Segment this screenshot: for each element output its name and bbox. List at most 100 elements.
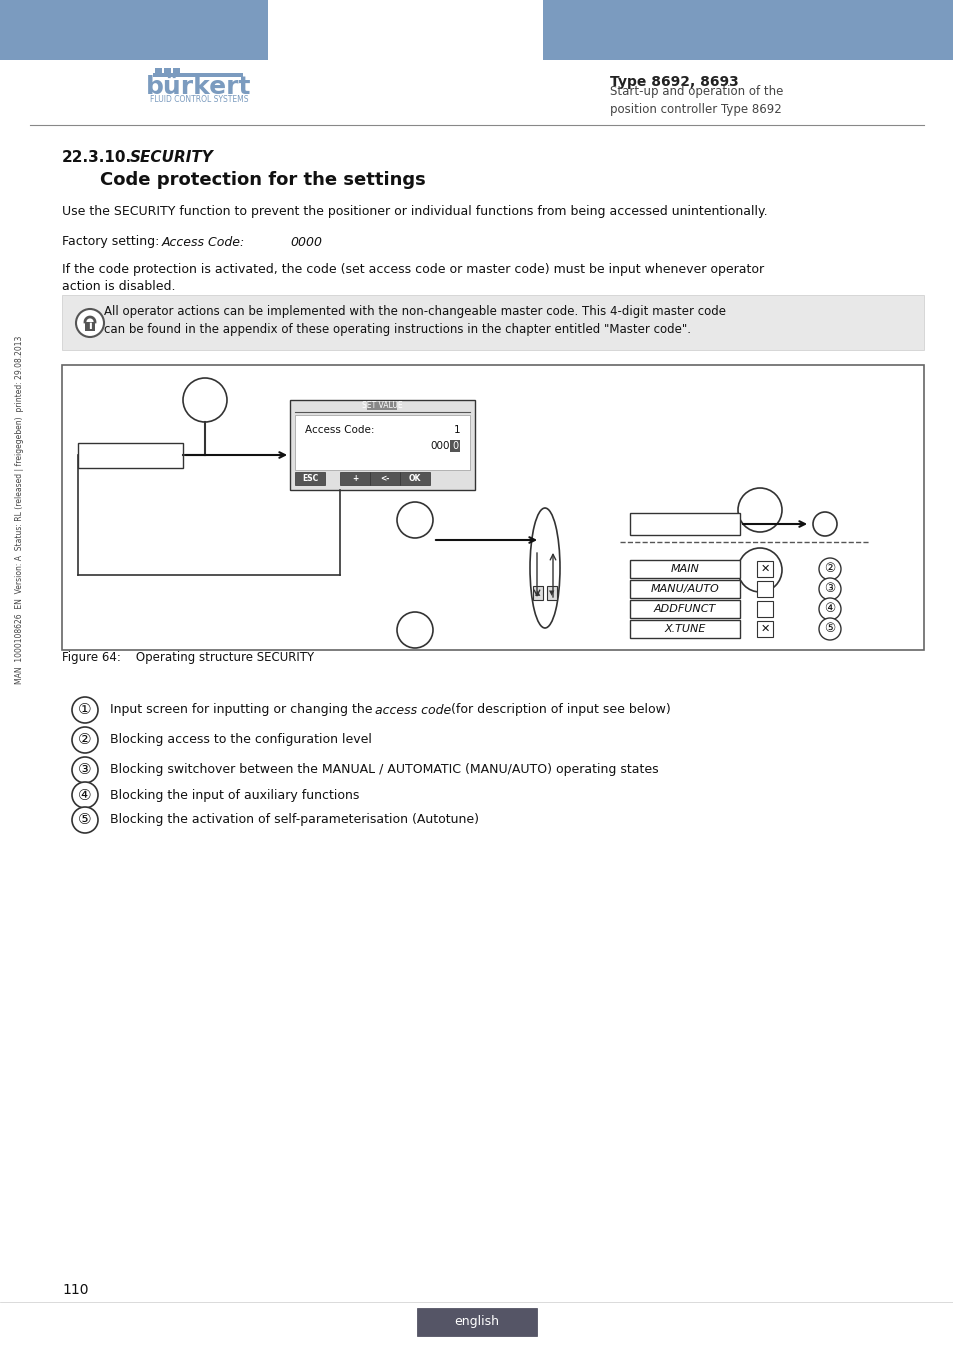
FancyArrowPatch shape bbox=[534, 552, 539, 595]
Text: ENTER: ENTER bbox=[185, 396, 225, 405]
Text: ②: ② bbox=[78, 733, 91, 748]
Circle shape bbox=[396, 502, 433, 539]
Text: access code: access code bbox=[375, 703, 451, 717]
Bar bbox=[152, 73, 243, 77]
Circle shape bbox=[812, 512, 836, 536]
Text: MAN  1000108626  EN  Version: A  Status: RL (released | freigegeben)  printed: 2: MAN 1000108626 EN Version: A Status: RL … bbox=[15, 336, 25, 684]
Circle shape bbox=[183, 378, 227, 423]
Circle shape bbox=[818, 578, 841, 599]
FancyArrowPatch shape bbox=[550, 555, 556, 597]
Text: FLUID CONTROL SYSTEMS: FLUID CONTROL SYSTEMS bbox=[150, 95, 248, 104]
Bar bbox=[757, 562, 772, 576]
Bar bbox=[164, 68, 171, 73]
Bar bbox=[757, 580, 772, 597]
Text: Input screen for inputting or changing the: Input screen for inputting or changing t… bbox=[110, 703, 376, 717]
Text: SET VALUE: SET VALUE bbox=[362, 401, 402, 410]
Bar bbox=[294, 414, 470, 470]
Circle shape bbox=[71, 728, 98, 753]
Bar bbox=[62, 296, 923, 350]
Text: 1: 1 bbox=[454, 425, 460, 435]
Circle shape bbox=[818, 598, 841, 620]
Circle shape bbox=[71, 782, 98, 809]
Bar bbox=[339, 472, 370, 485]
Text: action is disabled.: action is disabled. bbox=[62, 279, 175, 293]
Text: ⑤: ⑤ bbox=[78, 813, 91, 828]
Bar bbox=[416, 1308, 537, 1336]
Text: Access Code:: Access Code: bbox=[162, 235, 245, 248]
Bar bbox=[367, 402, 396, 410]
Circle shape bbox=[76, 309, 104, 338]
Bar bbox=[450, 440, 459, 452]
Text: ▲: ▲ bbox=[535, 590, 540, 595]
Text: SECURITY: SECURITY bbox=[103, 451, 157, 460]
Text: Blocking the activation of self-parameterisation (Autotune): Blocking the activation of self-paramete… bbox=[110, 814, 478, 826]
Circle shape bbox=[738, 487, 781, 532]
Circle shape bbox=[71, 697, 98, 724]
Bar bbox=[542, 0, 953, 59]
Text: Blocking access to the configuration level: Blocking access to the configuration lev… bbox=[110, 733, 372, 747]
Bar bbox=[546, 586, 557, 599]
Text: ④: ④ bbox=[823, 602, 835, 616]
Text: english: english bbox=[454, 1315, 499, 1328]
Text: +: + bbox=[352, 474, 357, 483]
Bar bbox=[0, 0, 268, 59]
Text: <-: <- bbox=[380, 474, 389, 483]
Text: (for description of input see below): (for description of input see below) bbox=[447, 703, 670, 717]
Circle shape bbox=[818, 558, 841, 580]
Bar bbox=[62, 364, 923, 649]
Text: 0000: 0000 bbox=[290, 235, 322, 248]
Text: Code protection for the settings: Code protection for the settings bbox=[100, 171, 425, 189]
Text: CODE: CODE bbox=[666, 517, 702, 531]
Bar bbox=[629, 620, 740, 639]
Text: Factory setting:: Factory setting: bbox=[62, 235, 163, 248]
Text: can be found in the appendix of these operating instructions in the chapter enti: can be found in the appendix of these op… bbox=[104, 324, 690, 336]
Text: ①: ① bbox=[819, 517, 830, 531]
Text: ②: ② bbox=[823, 563, 835, 575]
Circle shape bbox=[396, 612, 433, 648]
Text: OK: OK bbox=[409, 474, 420, 483]
Text: ✕: ✕ bbox=[760, 624, 769, 634]
Bar bbox=[757, 621, 772, 637]
Text: 0: 0 bbox=[452, 441, 457, 451]
Text: Figure 64:    Operating structure SECURITY: Figure 64: Operating structure SECURITY bbox=[62, 652, 314, 664]
Text: MANU/AUTO: MANU/AUTO bbox=[650, 585, 719, 594]
Text: 22.3.10.: 22.3.10. bbox=[62, 150, 132, 166]
Text: 110: 110 bbox=[62, 1282, 89, 1297]
Bar bbox=[629, 513, 740, 535]
Text: X.TUNE: X.TUNE bbox=[663, 624, 705, 634]
Text: bürkert: bürkert bbox=[146, 76, 252, 99]
Bar bbox=[757, 601, 772, 617]
Text: EXIT: EXIT bbox=[400, 625, 429, 634]
Text: OK: OK bbox=[406, 514, 423, 525]
Text: MAIN: MAIN bbox=[670, 564, 699, 574]
Bar bbox=[629, 560, 740, 578]
Text: If the code protection is activated, the code (set access code or master code) m: If the code protection is activated, the… bbox=[62, 263, 763, 277]
Text: Blocking switchover between the MANUAL / AUTOMATIC (MANU/AUTO) operating states: Blocking switchover between the MANUAL /… bbox=[110, 764, 658, 776]
Bar bbox=[533, 586, 542, 599]
Text: INPUT: INPUT bbox=[740, 505, 779, 514]
Text: ③: ③ bbox=[823, 582, 835, 595]
Bar bbox=[78, 443, 183, 468]
Bar bbox=[85, 323, 95, 331]
Text: Type 8692, 8693: Type 8692, 8693 bbox=[609, 76, 738, 89]
Text: ESC: ESC bbox=[301, 474, 317, 483]
Circle shape bbox=[71, 757, 98, 783]
Circle shape bbox=[738, 548, 781, 593]
Text: ①: ① bbox=[78, 702, 91, 717]
Bar bbox=[290, 400, 475, 490]
Text: ④: ④ bbox=[78, 787, 91, 802]
Bar bbox=[399, 472, 430, 485]
Text: Access Code:: Access Code: bbox=[305, 425, 375, 435]
Text: 000: 000 bbox=[430, 441, 449, 451]
Text: i: i bbox=[88, 321, 91, 331]
Circle shape bbox=[818, 618, 841, 640]
Circle shape bbox=[71, 807, 98, 833]
Bar bbox=[629, 599, 740, 618]
Text: ⑤: ⑤ bbox=[823, 622, 835, 636]
Text: ✕: ✕ bbox=[760, 564, 769, 574]
Text: Use the SECURITY function to prevent the positioner or individual functions from: Use the SECURITY function to prevent the… bbox=[62, 205, 767, 219]
Bar bbox=[154, 68, 162, 73]
Text: ③: ③ bbox=[78, 763, 91, 778]
Bar bbox=[629, 580, 740, 598]
Text: All operator actions can be implemented with the non-changeable master code. Thi: All operator actions can be implemented … bbox=[104, 305, 725, 319]
